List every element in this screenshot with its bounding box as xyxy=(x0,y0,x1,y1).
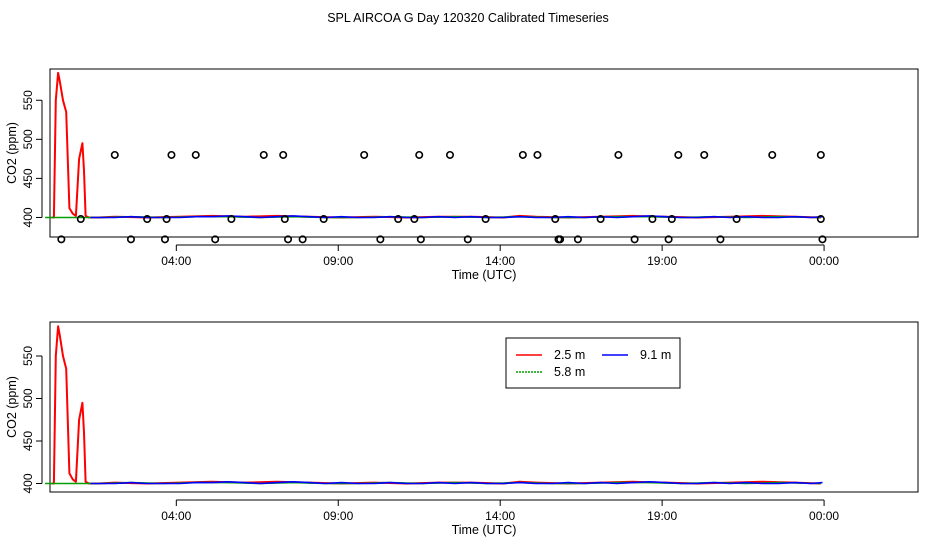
data-point xyxy=(211,235,220,244)
data-point xyxy=(410,215,419,224)
data-point xyxy=(664,235,673,244)
data-point xyxy=(394,215,403,224)
x-tick-label: 19:00 xyxy=(647,254,677,268)
data-point xyxy=(76,215,85,224)
plot-frame xyxy=(49,68,919,238)
x-axis-label: Time (UTC) xyxy=(452,523,517,537)
data-point xyxy=(667,215,676,224)
data-point xyxy=(298,235,307,244)
data-point xyxy=(732,215,741,224)
data-point xyxy=(284,235,293,244)
x-tick-label: 00:00 xyxy=(809,509,839,523)
data-point xyxy=(126,235,135,244)
y-tick-label: 450 xyxy=(21,431,35,451)
data-point xyxy=(227,215,236,224)
data-point xyxy=(716,235,725,244)
series-line-s1 xyxy=(51,71,821,219)
y-tick-label: 400 xyxy=(21,207,35,227)
data-point xyxy=(533,150,542,159)
data-point xyxy=(818,235,827,244)
x-tick-label: 04:00 xyxy=(161,509,191,523)
data-point xyxy=(280,215,289,224)
legend-label: 5.8 m xyxy=(554,365,585,379)
x-axis-label: Time (UTC) xyxy=(452,268,517,282)
y-axis-label: CO2 (ppm) xyxy=(5,376,19,438)
data-point xyxy=(630,235,639,244)
x-tick-label: 09:00 xyxy=(323,509,353,523)
data-point xyxy=(768,150,777,159)
data-point xyxy=(674,150,683,159)
data-point xyxy=(416,235,425,244)
top-panel: 04:00 09:00 14:00 19:00 00:00 Time (UTC) 400 45… xyxy=(5,68,919,282)
data-point xyxy=(279,150,288,159)
x-tick-label: 09:00 xyxy=(323,254,353,268)
data-point xyxy=(319,215,328,224)
x-tick-label: 04:00 xyxy=(161,254,191,268)
legend-label: 2.5 m xyxy=(554,348,585,362)
x-tick-label: 14:00 xyxy=(485,254,515,268)
y-tick-label: 500 xyxy=(21,129,35,149)
series-line-s3 xyxy=(90,215,823,219)
data-point xyxy=(700,150,709,159)
data-point xyxy=(415,150,424,159)
data-point xyxy=(596,215,605,224)
data-point xyxy=(463,235,472,244)
legend-box xyxy=(505,337,681,389)
plot-frame xyxy=(49,321,919,493)
x-tick-label: 19:00 xyxy=(647,509,677,523)
data-point xyxy=(360,150,369,159)
y-axis-label: CO2 (ppm) xyxy=(5,122,19,184)
data-point xyxy=(162,215,171,224)
data-point xyxy=(614,150,623,159)
legend-label: 9.1 m xyxy=(640,348,671,362)
data-point xyxy=(648,215,657,224)
data-point xyxy=(481,215,490,224)
data-point xyxy=(551,215,560,224)
data-point xyxy=(445,150,454,159)
data-point xyxy=(816,150,825,159)
y-tick-label: 550 xyxy=(21,346,35,366)
x-tick-label: 14:00 xyxy=(485,509,515,523)
data-point xyxy=(376,235,385,244)
figure-title: SPL AIRCOA G Day 120320 Calibrated Times… xyxy=(327,11,609,25)
y-tick-label: 500 xyxy=(21,388,35,408)
data-point xyxy=(259,150,268,159)
data-point xyxy=(167,150,176,159)
x-tick-label: 00:00 xyxy=(809,254,839,268)
series-line-s3 xyxy=(90,480,823,485)
data-point xyxy=(191,150,200,159)
y-tick-label: 450 xyxy=(21,168,35,188)
data-point xyxy=(518,150,527,159)
y-tick-label: 550 xyxy=(21,90,35,110)
data-point xyxy=(110,150,119,159)
data-point xyxy=(143,215,152,224)
y-tick-label: 400 xyxy=(21,473,35,493)
data-point xyxy=(160,235,169,244)
bottom-panel: 04:00 09:00 14:00 19:00 00:00 Time (UTC) 400 45… xyxy=(5,321,919,537)
series-line-s1 xyxy=(51,325,821,485)
data-point xyxy=(573,235,582,244)
data-point xyxy=(57,235,66,244)
data-point xyxy=(816,215,825,224)
data-point xyxy=(556,235,565,244)
